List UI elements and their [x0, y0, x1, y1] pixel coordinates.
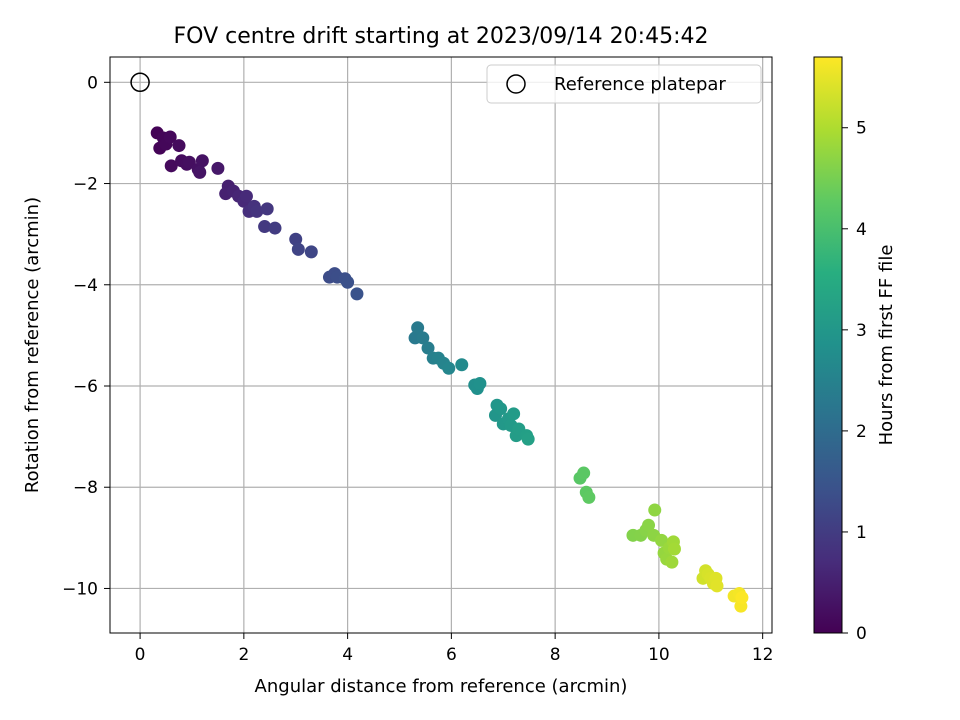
data-point: [211, 161, 225, 175]
colorbar-tick-label: 3: [856, 321, 867, 341]
reference-platepar-marker: [130, 72, 150, 93]
data-point: [250, 204, 264, 218]
data-point: [521, 432, 535, 446]
data-point: [582, 490, 596, 504]
data-point: [411, 321, 425, 335]
data-point: [239, 189, 253, 203]
x-tick-label: 6: [446, 645, 457, 665]
y-axis-label: Rotation from reference (arcmin): [22, 197, 43, 493]
data-point: [455, 358, 469, 372]
data-point: [416, 331, 430, 345]
scatter-points: [150, 126, 749, 613]
x-axis-ticks: 0 2 4 6 8 10 12: [135, 633, 774, 665]
legend-marker-icon: [506, 74, 526, 94]
data-point: [507, 407, 521, 421]
y-tick-label: −4: [73, 276, 98, 296]
colorbar-label: Hours from first FF file: [876, 245, 897, 446]
data-point: [710, 579, 724, 593]
data-point: [494, 402, 508, 416]
data-point: [341, 275, 355, 289]
colorbar-tick-label: 5: [856, 119, 867, 139]
data-point: [172, 139, 186, 153]
data-point: [195, 154, 209, 168]
y-tick-label: 0: [87, 73, 98, 93]
data-point: [665, 555, 679, 569]
colorbar-tick-label: 2: [856, 422, 867, 442]
y-tick-label: −8: [73, 478, 98, 498]
colorbar-tick-label: 1: [856, 523, 867, 543]
x-tick-label: 12: [752, 645, 774, 665]
data-point: [258, 220, 272, 234]
x-tick-label: 0: [135, 645, 146, 665]
data-point: [289, 232, 303, 246]
x-tick-label: 2: [238, 645, 249, 665]
y-tick-label: −10: [62, 579, 98, 599]
grid: [110, 57, 772, 633]
colorbar: 0 1 2 3 4 5 Hours from first FF file: [813, 56, 897, 644]
data-point: [260, 202, 274, 216]
x-axis-label: Angular distance from reference (arcmin): [255, 676, 628, 697]
data-point: [193, 165, 207, 179]
plot-frame: [109, 56, 773, 634]
data-point: [648, 503, 662, 517]
legend-box: [486, 64, 762, 104]
colorbar-tick-label: 4: [856, 220, 867, 240]
legend: Reference platepar: [486, 64, 762, 104]
x-tick-label: 4: [342, 645, 353, 665]
y-tick-label: −2: [73, 175, 98, 195]
data-point: [163, 130, 177, 144]
data-point: [182, 155, 196, 169]
data-point: [577, 466, 591, 480]
legend-entry-label: Reference platepar: [554, 74, 726, 95]
y-axis-ticks: 0 −2 −4 −6 −8 −10: [62, 73, 110, 599]
data-point: [350, 287, 364, 301]
data-point: [268, 221, 282, 235]
colorbar-gradient: [813, 56, 843, 634]
x-tick-label: 8: [550, 645, 561, 665]
x-tick-label: 10: [648, 645, 670, 665]
data-point: [291, 242, 305, 256]
data-point: [735, 591, 749, 605]
data-point: [442, 361, 456, 375]
data-point: [667, 542, 681, 556]
data-point: [421, 341, 435, 355]
colorbar-tick-label: 0: [856, 624, 867, 644]
chart-title: FOV centre drift starting at 2023/09/14 …: [174, 24, 709, 49]
data-point: [473, 376, 487, 390]
data-point: [642, 518, 656, 532]
data-point: [304, 245, 318, 259]
data-point: [164, 159, 178, 173]
y-tick-label: −6: [73, 377, 98, 397]
colorbar-ticks: 0 1 2 3 4 5: [842, 119, 867, 644]
